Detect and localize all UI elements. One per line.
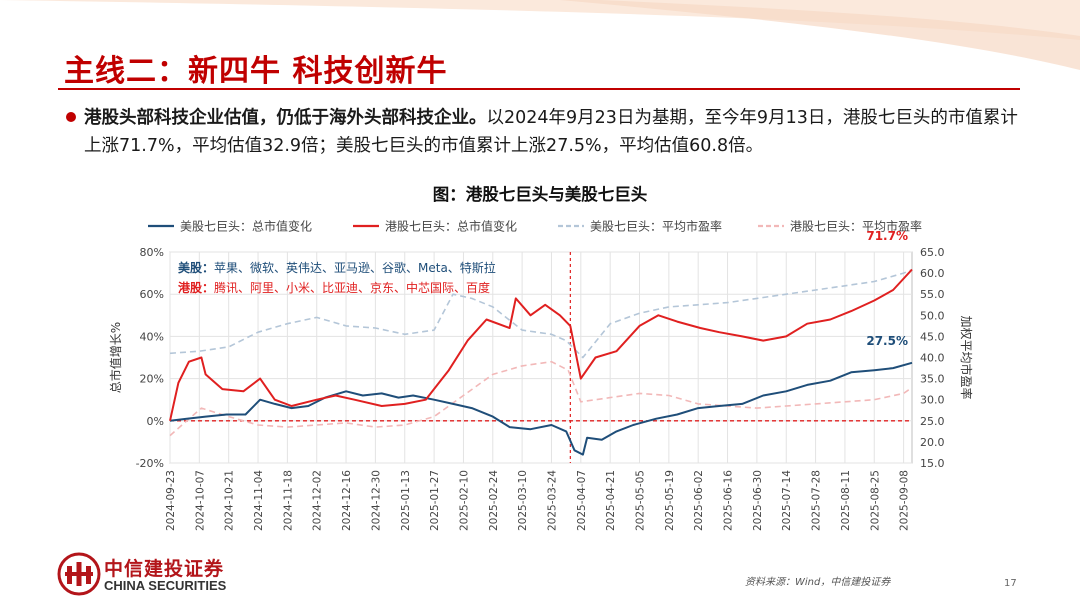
logo-chinese-text: 中信建投证券 [104, 558, 225, 580]
x-tick-label: 2024-10-21 [224, 470, 236, 531]
y-left-tick-label: 0% [147, 415, 164, 428]
x-tick-label: 2025-02-10 [458, 470, 470, 531]
y-right-tick-label: 55.0 [920, 288, 945, 301]
x-tick-label: 2024-09-23 [165, 470, 177, 531]
y-left-tick-label: 60% [140, 288, 164, 301]
y-right-tick-label: 20.0 [920, 436, 945, 449]
y-left-tick-label: 80% [140, 246, 164, 259]
legend-label: 美股七巨头：总市值变化 [180, 219, 312, 234]
x-tick-label: 2025-01-27 [429, 470, 441, 531]
x-tick-label: 2025-03-10 [517, 470, 529, 531]
bullet-dot [66, 112, 76, 122]
y-left-tick-label: 40% [140, 330, 164, 343]
y-right-tick-label: 15.0 [920, 457, 945, 470]
x-tick-label: 2025-09-08 [899, 470, 911, 531]
x-tick-label: 2025-06-16 [723, 470, 735, 531]
bullet-text: 港股头部科技企业估值，仍低于海外头部科技企业。以2024年9月23日为基期，至今… [62, 104, 1022, 160]
page-number: 17 [1004, 578, 1017, 589]
x-tick-label: 2025-06-30 [752, 470, 764, 531]
us-members-annotation: 美股：苹果、微软、英伟达、亚马逊、谷歌、Meta、特斯拉 [178, 260, 496, 275]
logo-english-text: CHINA SECURITIES [104, 578, 227, 593]
bullet-body: 以2024年9月23日为基期，至今年9月13日，港股七巨头的市值累计上涨71.7… [84, 108, 1018, 156]
header-decoration [0, 0, 1080, 70]
x-tick-label: 2024-12-30 [370, 470, 382, 531]
x-tick-label: 2024-11-18 [282, 470, 294, 531]
title-underline [58, 88, 1020, 90]
y-right-tick-label: 40.0 [920, 352, 945, 365]
x-tick-label: 2025-01-13 [400, 470, 412, 531]
x-tick-label: 2024-12-16 [341, 470, 353, 531]
y-right-tick-label: 65.0 [920, 246, 945, 259]
x-tick-label: 2025-04-21 [605, 470, 617, 531]
x-tick-label: 2025-05-05 [635, 470, 647, 531]
x-tick-label: 2024-12-02 [312, 470, 324, 531]
x-tick-label: 2025-08-25 [869, 470, 881, 531]
x-tick-label: 2025-06-02 [693, 470, 705, 531]
x-tick-label: 2025-02-24 [488, 470, 500, 531]
y-right-tick-label: 30.0 [920, 394, 945, 407]
legend-label: 港股七巨头：总市值变化 [385, 219, 517, 234]
series-line-2 [169, 268, 913, 422]
source-note: 资料来源：Wind，中信建投证券 [745, 577, 891, 588]
x-tick-label: 2025-03-24 [546, 470, 558, 531]
x-tick-label: 2025-07-14 [781, 470, 793, 531]
hk-end-value-label: 71.7% [866, 229, 908, 243]
x-tick-label: 2024-10-07 [194, 470, 206, 531]
x-tick-label: 2025-08-11 [840, 470, 852, 531]
hk-members-annotation: 港股：腾讯、阿里、小米、比亚迪、京东、中芯国际、百度 [178, 280, 490, 295]
china-securities-logo [57, 552, 101, 596]
y-right-tick-label: 50.0 [920, 309, 945, 322]
y-right-axis-title: 加权平均市盈率 [959, 315, 974, 399]
x-tick-label: 2025-04-07 [576, 470, 588, 531]
bullet-bold: 港股头部科技企业估值，仍低于海外头部科技企业。 [84, 108, 487, 128]
legend-label: 港股七巨头：平均市盈率 [790, 219, 922, 234]
x-tick-label: 2025-07-28 [811, 470, 823, 531]
series-line-4 [169, 360, 913, 437]
y-right-tick-label: 25.0 [920, 415, 945, 428]
y-left-axis-title: 总市值增长% [108, 322, 123, 393]
us-end-value-label: 27.5% [866, 334, 908, 348]
legend-label: 美股七巨头：平均市盈率 [590, 219, 722, 234]
series-line-1 [169, 361, 913, 456]
chart-title: 图：港股七巨头与美股七巨头 [432, 185, 648, 204]
x-tick-label: 2025-05-19 [664, 470, 676, 531]
y-left-tick-label: -20% [136, 457, 164, 470]
y-right-tick-label: 60.0 [920, 267, 945, 280]
y-right-tick-label: 45.0 [920, 330, 945, 343]
y-left-tick-label: 20% [140, 373, 164, 386]
slide-title: 主线二：新四牛 科技创新牛 [64, 54, 448, 89]
y-right-tick-label: 35.0 [920, 373, 945, 386]
bullet-point: 港股头部科技企业估值，仍低于海外头部科技企业。以2024年9月23日为基期，至今… [62, 104, 1022, 160]
x-tick-label: 2024-11-04 [253, 470, 265, 531]
